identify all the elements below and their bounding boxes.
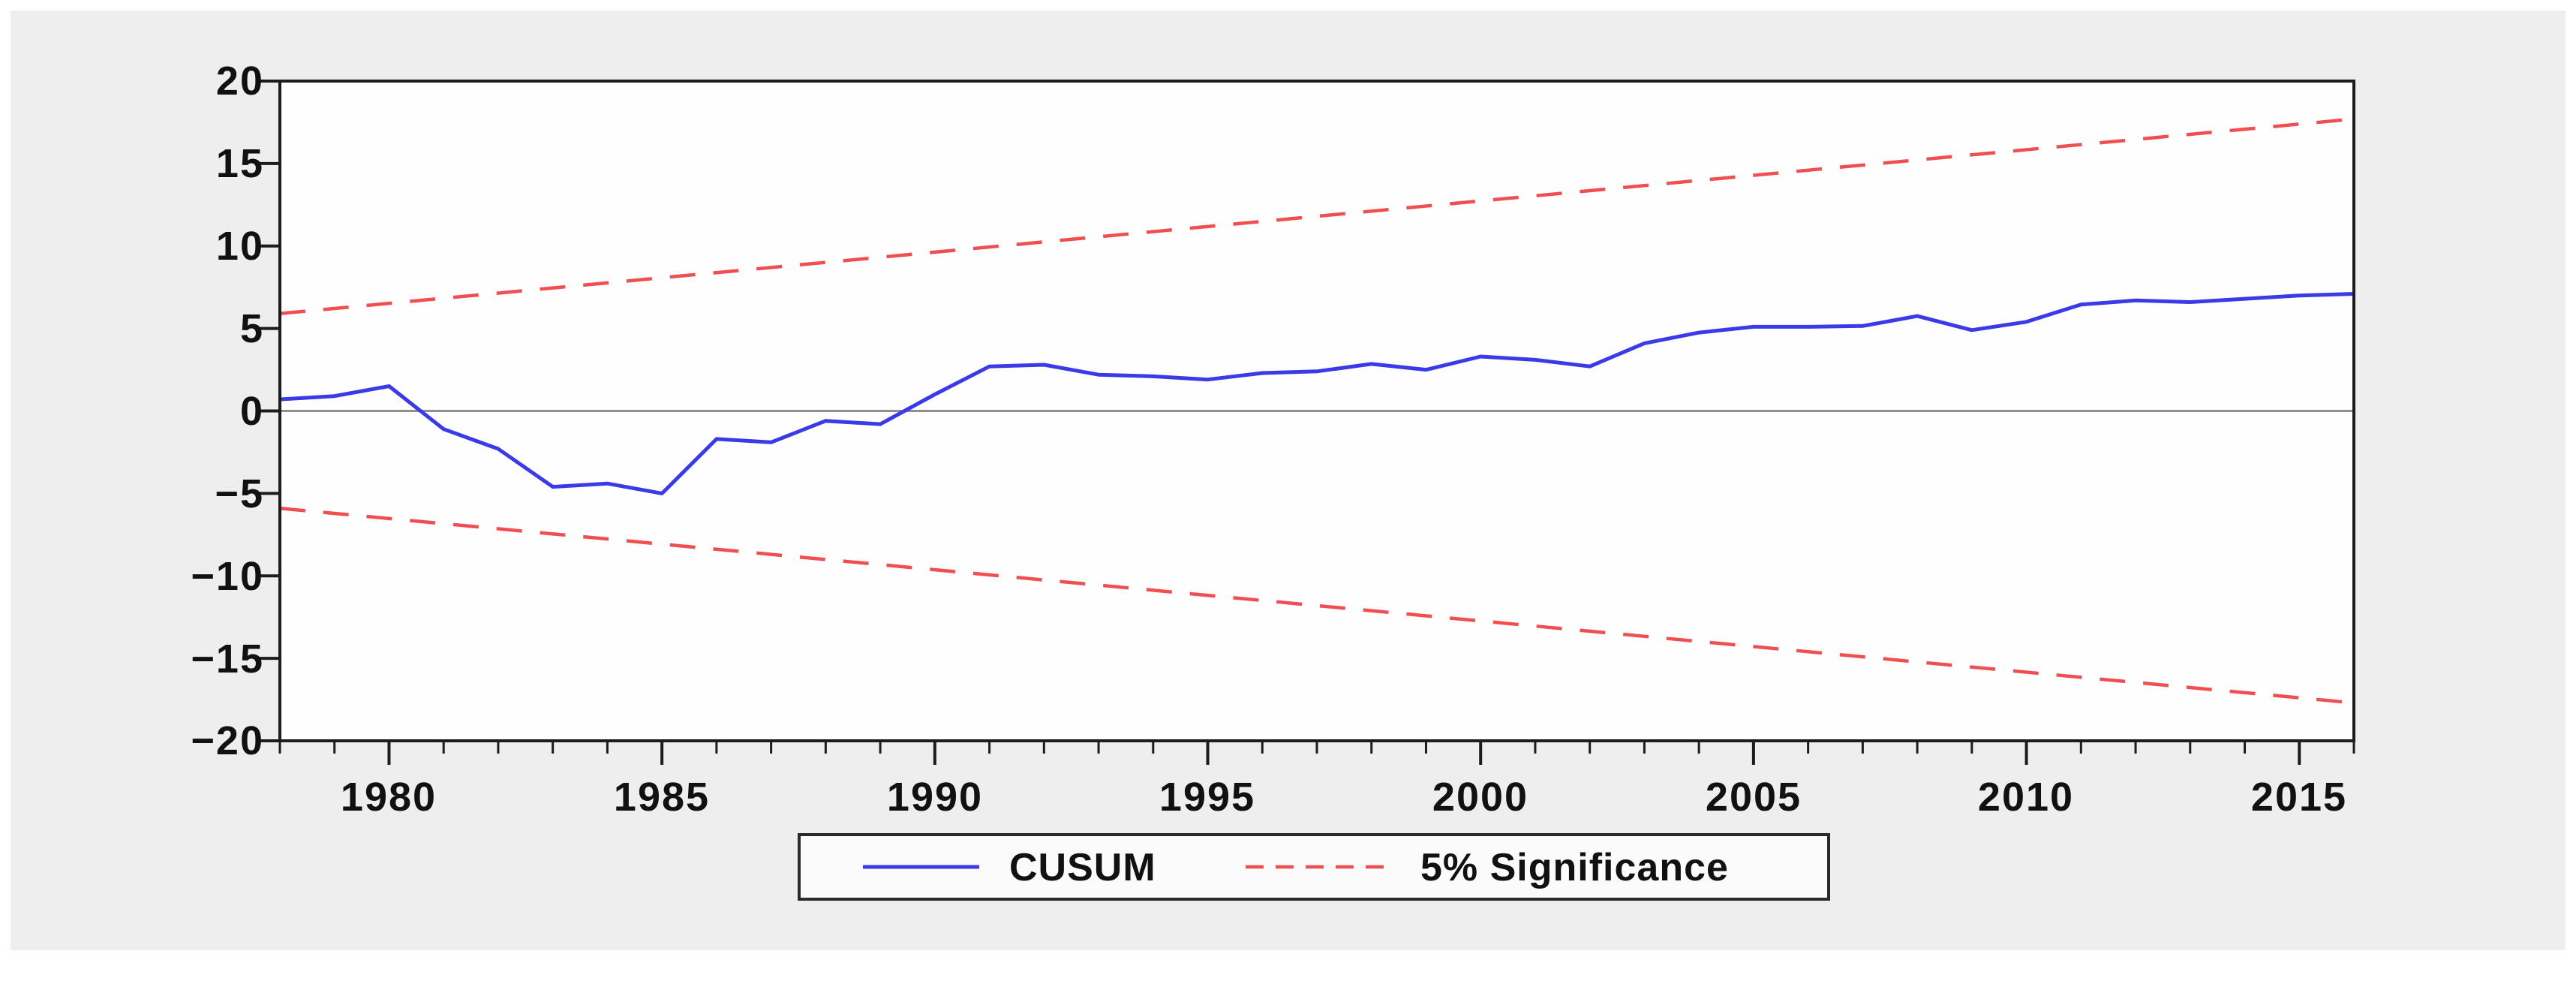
y-tick-label: 0: [240, 389, 264, 434]
y-tick-label: −10: [191, 554, 264, 599]
x-axis: 1980 1985 1990 1995 2000 2005 2010 2015: [341, 775, 2347, 820]
axis-ticks: [257, 80, 2355, 765]
x-tick-label: 1985: [614, 775, 710, 820]
legend: CUSUM 5% Significance: [798, 833, 1830, 901]
cusum-legend-label: CUSUM: [1009, 846, 1156, 889]
x-tick-label: 1990: [887, 775, 983, 820]
y-tick-label: 20: [216, 59, 264, 104]
y-tick-label: 10: [216, 224, 264, 269]
x-tick-label: 2005: [1706, 775, 1802, 820]
cusum-line: [279, 292, 2355, 495]
x-tick-label: 1995: [1159, 775, 1255, 820]
y-tick-label: 15: [216, 141, 264, 186]
significance-legend-label: 5% Significance: [1420, 846, 1729, 889]
x-tick-label: 1980: [341, 775, 437, 820]
y-tick-label: −20: [191, 718, 264, 763]
x-tick-label: 2015: [2251, 775, 2347, 820]
plot-border: [278, 80, 2355, 742]
y-tick-label: −15: [191, 636, 264, 682]
x-tick-label: 2010: [1978, 775, 2074, 820]
x-tick-label: 2000: [1432, 775, 1528, 820]
y-tick-label: −5: [215, 471, 264, 516]
y-axis: 20 15 10 5 0 −5 −10 −15 −20: [191, 59, 264, 763]
y-tick-label: 5: [240, 306, 264, 351]
